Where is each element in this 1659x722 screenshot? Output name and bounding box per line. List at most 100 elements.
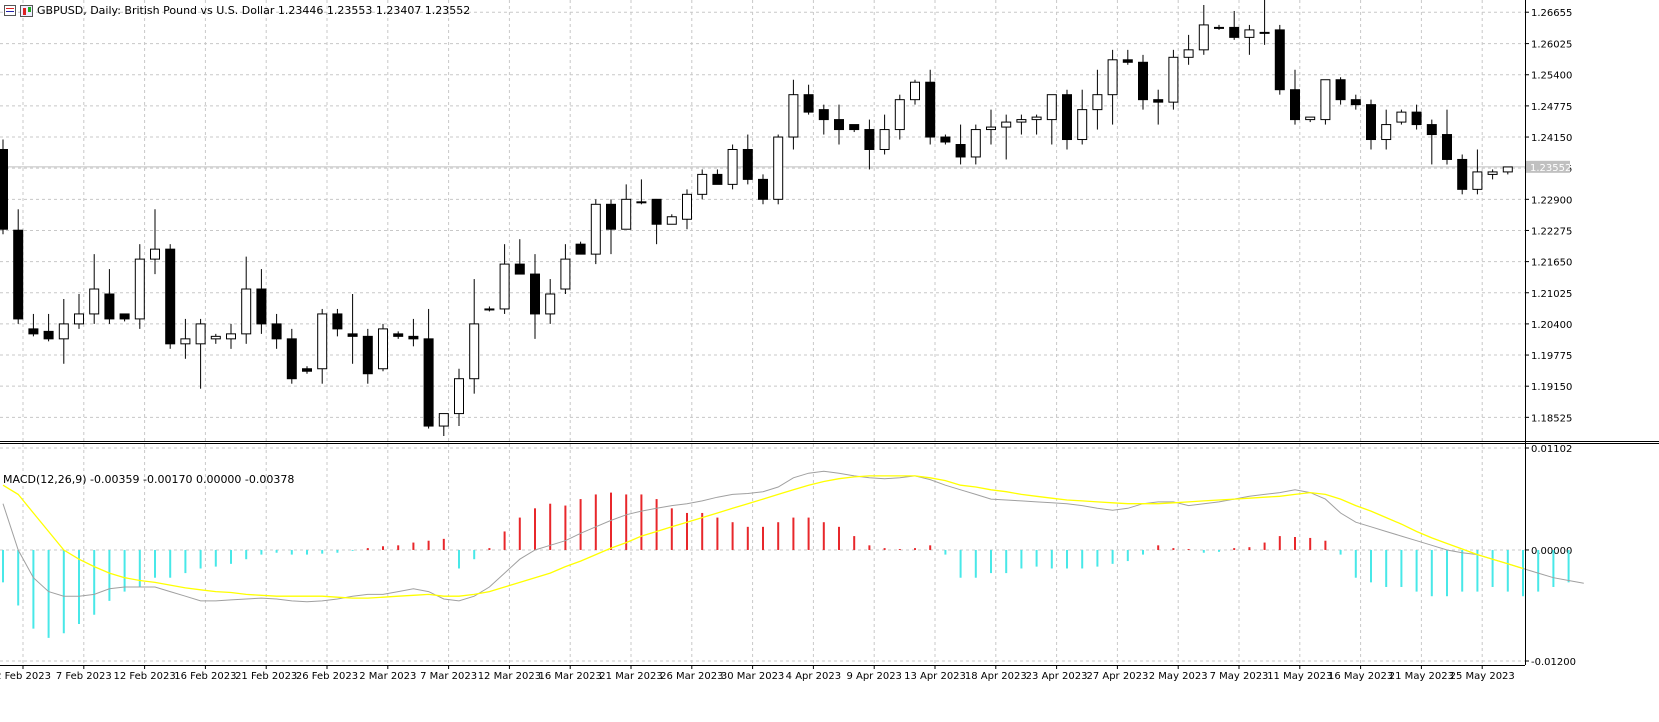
candle-body	[58, 323, 69, 340]
candle	[682, 189, 692, 230]
candle-body	[165, 248, 176, 345]
candle	[1046, 94, 1057, 145]
candle-body	[575, 243, 586, 255]
candle	[210, 333, 221, 344]
candle	[393, 331, 404, 339]
time-tick-label: 25 May 2023	[1450, 671, 1515, 682]
candle	[165, 244, 176, 349]
candle	[1077, 89, 1088, 145]
candle-body	[1411, 111, 1422, 126]
candle	[1502, 166, 1513, 175]
candle-body	[803, 94, 814, 113]
candle-body	[986, 126, 996, 131]
candle-body	[1320, 79, 1331, 121]
candle-body	[818, 109, 829, 121]
candle	[864, 119, 875, 170]
candle-body	[1077, 109, 1088, 141]
candle	[484, 306, 495, 312]
candle	[89, 254, 100, 324]
candle	[499, 244, 510, 314]
candle	[1138, 54, 1148, 110]
candle-body	[1290, 89, 1300, 121]
candle-body	[773, 136, 784, 200]
candle-body	[560, 258, 571, 290]
candle	[834, 104, 844, 145]
candle-body	[195, 323, 206, 345]
time-tick-label: 26 Mar 2023	[660, 671, 723, 682]
candle	[1183, 34, 1194, 65]
candle	[1396, 109, 1407, 125]
candle	[58, 298, 69, 364]
candle-body	[1214, 26, 1224, 29]
candle	[1411, 104, 1422, 130]
current-price-label: 1.23552	[1530, 163, 1571, 174]
candle	[180, 318, 191, 359]
chart-header: GBPUSD, Daily: British Pound vs U.S. Dol…	[4, 4, 470, 17]
price-tick-label: 1.19775	[1531, 351, 1572, 362]
candle-body	[910, 81, 920, 101]
time-tick-label: 23 Apr 2023	[1026, 671, 1088, 682]
macd-lines	[2, 470, 1584, 603]
candle-body	[256, 288, 267, 325]
candle-body	[150, 248, 160, 260]
candle-body	[1396, 111, 1407, 123]
candle	[332, 308, 343, 337]
candle-body	[1183, 49, 1194, 58]
candle-body	[621, 198, 632, 230]
time-tick-label: 7 May 2023	[1210, 671, 1269, 682]
candle-body	[393, 333, 404, 337]
price-tick-label: 1.26655	[1531, 8, 1572, 19]
candle	[894, 94, 905, 140]
candle-body	[286, 338, 297, 380]
candle	[1290, 69, 1300, 125]
candle	[150, 209, 160, 275]
candle	[74, 294, 84, 329]
candle	[1274, 24, 1285, 95]
candle	[1335, 77, 1346, 105]
candle-body	[210, 335, 221, 340]
candle-body	[682, 193, 692, 220]
candle-body	[894, 99, 905, 131]
candle-body	[727, 148, 738, 185]
candle	[134, 244, 145, 329]
grid	[0, 0, 1525, 665]
candle-body	[651, 198, 662, 225]
candle	[970, 124, 981, 165]
candle-body	[1442, 134, 1452, 160]
price-tick-label: 1.26025	[1531, 40, 1572, 51]
chart-frame	[0, 0, 1659, 666]
candle-body	[864, 129, 875, 150]
candle-body	[758, 178, 768, 200]
candle-body	[1472, 171, 1483, 190]
candle	[1168, 49, 1179, 110]
candles-icon[interactable]	[20, 4, 33, 17]
price-tick-label: 1.25400	[1531, 71, 1572, 82]
candle-body	[636, 201, 647, 204]
chart-window-icon[interactable]	[4, 5, 16, 16]
candle	[1457, 154, 1468, 195]
candle	[697, 169, 708, 200]
price-tick-label: 1.24150	[1531, 133, 1572, 144]
candle	[803, 84, 814, 115]
candle-body	[1426, 124, 1437, 136]
candle-body	[1259, 31, 1270, 34]
candle	[986, 109, 996, 145]
candle-body	[590, 203, 601, 255]
candle	[545, 279, 556, 324]
candle	[362, 328, 373, 384]
candle	[28, 313, 39, 337]
candle	[1320, 79, 1331, 125]
time-tick-label: 2 Mar 2023	[359, 671, 416, 682]
candle-body	[1122, 59, 1133, 63]
candle	[1366, 99, 1376, 150]
current-price-box	[1526, 160, 1570, 173]
candle	[302, 366, 312, 374]
signal-line	[2, 475, 1524, 599]
candle-body	[1046, 94, 1057, 121]
candle	[423, 308, 434, 429]
candle	[0, 139, 8, 235]
time-tick-label: 11 May 2023	[1267, 671, 1332, 682]
candle-body	[514, 263, 525, 275]
candle	[271, 313, 282, 349]
candle-body	[28, 328, 39, 335]
